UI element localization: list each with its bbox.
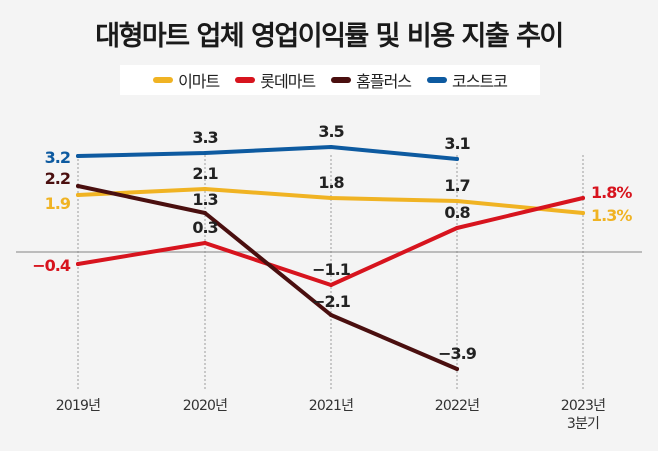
data-label: 1.7	[444, 176, 469, 195]
data-point	[455, 199, 459, 203]
legend-swatch	[153, 77, 174, 83]
data-point	[203, 211, 207, 215]
data-label: −2.1	[312, 292, 351, 311]
data-point	[76, 154, 80, 158]
x-tick-label: 2023년	[561, 398, 606, 414]
legend-label: 롯데마트	[260, 72, 316, 91]
data-point	[203, 241, 207, 245]
data-label: 2.1	[192, 164, 218, 183]
data-label: 1.8	[318, 173, 344, 192]
legend-label: 이마트	[178, 72, 220, 91]
data-label: 1.8%	[591, 183, 632, 202]
data-label: 3.1	[444, 134, 470, 153]
data-point	[581, 211, 585, 215]
data-point	[329, 145, 333, 149]
legend-label: 코스트코	[452, 72, 508, 91]
x-tick-label: 3분기	[567, 416, 599, 432]
x-tick-label: 2022년	[435, 398, 480, 414]
legend-item-homeplus: 홈플러스	[331, 68, 412, 92]
data-point	[329, 313, 333, 317]
data-label: 1.9	[45, 194, 71, 213]
legend-swatch	[427, 77, 448, 83]
data-point	[455, 157, 459, 161]
data-point	[76, 262, 80, 266]
legend-item-lottemart: 롯데마트	[235, 68, 316, 92]
data-label: 1.3	[192, 190, 217, 209]
data-point	[329, 196, 333, 200]
data-point	[76, 193, 80, 197]
data-label: −3.9	[438, 344, 477, 363]
data-label: 2.2	[45, 169, 70, 188]
legend-item-emart: 이마트	[153, 68, 220, 92]
data-point	[455, 367, 459, 371]
data-label: −1.1	[312, 260, 351, 279]
data-point	[203, 187, 207, 191]
data-point	[203, 151, 207, 155]
data-label: 3.2	[45, 148, 70, 167]
legend-swatch	[331, 77, 352, 83]
legend-label: 홈플러스	[356, 72, 412, 91]
series-line-2	[76, 184, 459, 371]
data-point	[76, 184, 80, 188]
data-point	[329, 283, 333, 287]
data-label: 3.3	[192, 128, 217, 147]
x-tick-label: 2021년	[309, 398, 354, 414]
x-tick-label: 2020년	[183, 398, 228, 414]
legend-item-costco: 코스트코	[427, 68, 508, 92]
data-label: 0.3	[192, 218, 217, 237]
legend-swatch	[235, 77, 256, 83]
legend: 이마트 롯데마트 홈플러스 코스트코	[120, 65, 540, 95]
chart-title: 대형마트 업체 영업이익률 및 비용 지출 추이	[95, 21, 564, 52]
data-point	[455, 226, 459, 230]
x-tick-label: 2019년	[56, 398, 101, 414]
series-line-3	[76, 145, 459, 161]
data-label: 3.5	[318, 122, 344, 141]
data-label: −0.4	[32, 256, 71, 275]
data-point	[581, 196, 585, 200]
data-label: 0.8	[444, 203, 470, 222]
data-label: 1.3%	[591, 206, 632, 225]
